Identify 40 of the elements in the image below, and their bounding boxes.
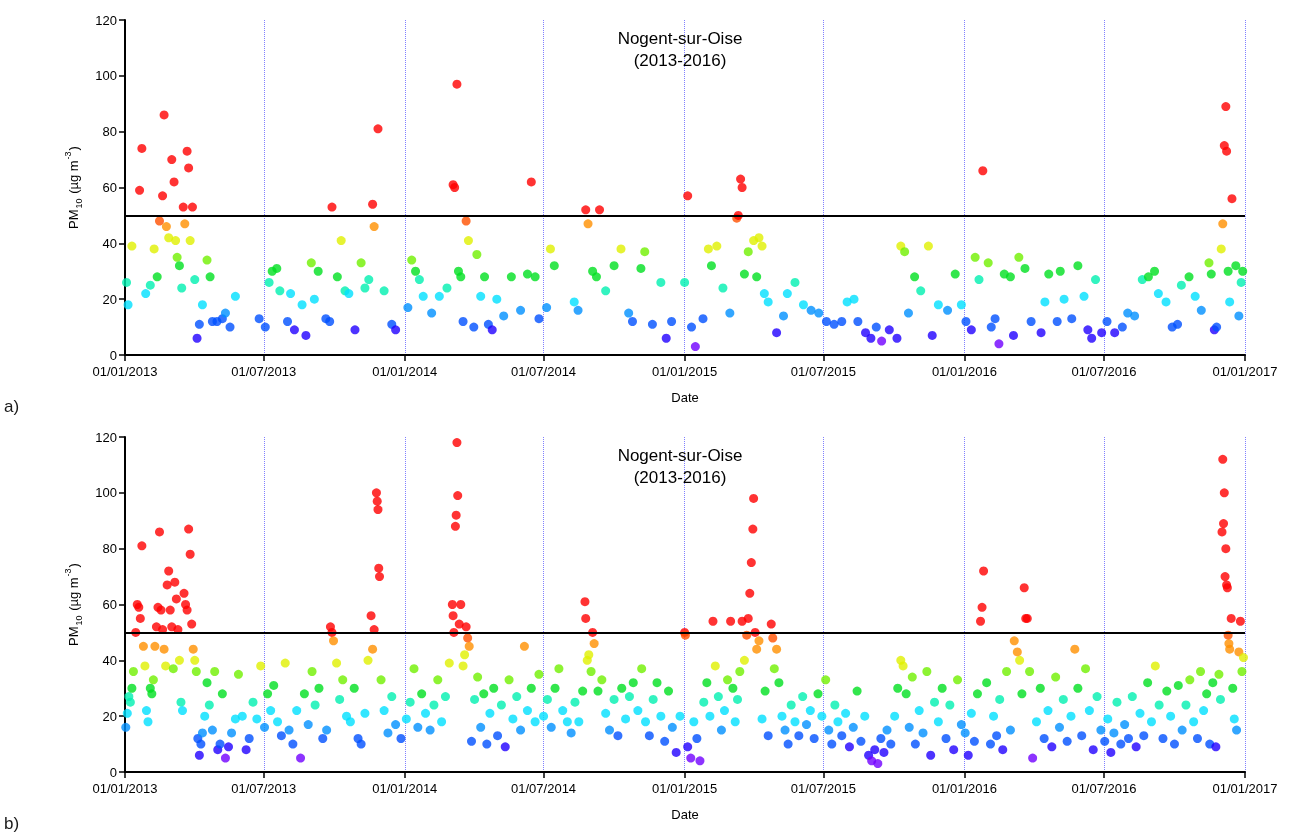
x-tick-label: 01/01/2013 [92, 781, 158, 796]
y-tick-label: 60 [102, 180, 117, 195]
x-axis-title: Date [671, 807, 699, 822]
x-tick-label: 01/07/2013 [231, 364, 297, 379]
x-tick-label: 01/01/2014 [372, 781, 438, 796]
x-tick-label: 01/07/2016 [1071, 781, 1137, 796]
x-tick-label: 01/01/2016 [931, 364, 997, 379]
x-tick-label: 01/01/2017 [1212, 364, 1278, 379]
y-tick-label: 100 [95, 68, 117, 84]
y-tick-label: 0 [109, 347, 117, 363]
x-tick-label: 01/07/2014 [511, 781, 577, 796]
text: b) [4, 814, 20, 833]
y-tick-label: 20 [102, 708, 117, 724]
y-tick-label: 60 [102, 597, 117, 612]
x-axis-title: Date [671, 390, 699, 405]
x-tick-label: 01/01/2014 [372, 364, 438, 379]
y-tick-label: 80 [102, 124, 117, 140]
text: Nogent-sur-Oise (2013-2016) [617, 445, 743, 487]
x-tick-label: 01/01/2015 [652, 364, 718, 379]
x-tick-label: 01/01/2013 [92, 364, 158, 379]
y-tick-label: 40 [102, 235, 117, 251]
x-tick-label: 01/07/2013 [231, 781, 297, 796]
y-axis-title: PM10 (µg m-3) [62, 146, 84, 229]
x-tick-label: 01/07/2016 [1071, 364, 1137, 379]
y-tick-label: 120 [95, 429, 117, 445]
text: Nogent-sur-Oise (2013-2016) [617, 28, 743, 70]
y-tick-label: 120 [95, 12, 117, 28]
x-tick-label: 01/07/2015 [790, 364, 856, 379]
y-tick-label: 100 [95, 485, 117, 501]
y-tick-label: 80 [102, 541, 117, 557]
text: a) [4, 397, 20, 416]
x-tick-label: 01/01/2016 [931, 781, 997, 796]
x-tick-label: 01/07/2014 [511, 364, 577, 379]
x-tick-label: 01/01/2017 [1212, 781, 1278, 796]
y-tick-label: 40 [102, 652, 117, 668]
y-tick-label: 20 [102, 291, 117, 307]
y-tick-label: 0 [109, 764, 117, 780]
x-tick-label: 01/01/2015 [652, 781, 718, 796]
y-axis-title: PM10 (µg m-3) [62, 563, 84, 646]
x-tick-label: 01/07/2015 [790, 781, 856, 796]
